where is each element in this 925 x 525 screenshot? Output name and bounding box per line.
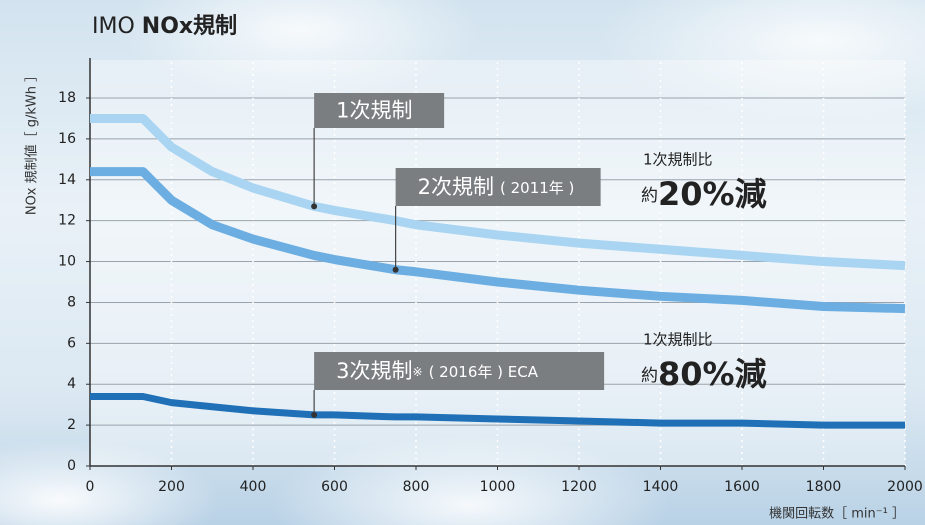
comparison-amount: 80%減 [658,355,767,393]
comparison-amount: 20%減 [658,175,767,213]
y-tick-label: 16 [58,131,76,147]
comparison-value: 約20%減 [641,175,767,213]
x-tick-label: 2000 [887,479,923,495]
callout-dot [392,266,399,273]
x-tick-label: 1800 [806,479,842,495]
x-tick-label: 1600 [724,479,760,495]
series-note: ( 2011年 ) [500,179,574,197]
x-tick-label: 200 [158,479,185,495]
y-tick-label: 18 [58,90,76,106]
y-tick-label: 14 [58,172,76,188]
callout-text: 1次規制 [336,99,412,123]
callout-dot [311,203,318,210]
x-tick-label: 1000 [480,479,516,495]
x-tick-label: 800 [403,479,430,495]
x-tick-label: 600 [321,479,348,495]
title-main: NOx規制 [142,14,237,39]
comparison-label: 1次規制比 [643,151,713,169]
series-mark: ※ [413,365,423,379]
series-note: ( 2016年 ) ECA [429,363,539,381]
comparison-prefix: 約 [641,366,658,386]
y-axis-label: NOx 規制値［ g/kWh ］ [24,69,40,215]
y-tick-label: 2 [67,417,76,433]
callout-box [314,352,605,390]
comparison-label: 1次規制比 [643,331,713,349]
y-tick-label: 4 [67,376,76,392]
x-tick-label: 400 [240,479,267,495]
y-tick-label: 10 [58,254,76,270]
y-tick-label: 8 [67,294,76,310]
comparison-value: 約80%減 [641,355,767,393]
x-axis-label: 機関回転数［ min⁻¹ ］ [769,507,905,522]
comparison-prefix: 約 [641,186,658,206]
chart-title: IMO NOx規制 [92,14,237,39]
title-prefix: IMO [92,14,135,39]
y-tick-label: 12 [58,213,76,229]
x-tick-label: 0 [86,479,95,495]
series-name: 3次規制 [336,359,412,383]
y-tick-label: 6 [67,335,76,351]
callout-box [395,168,601,206]
series-line [90,392,905,429]
series-name: 1次規制 [336,99,412,123]
series-name: 2次規制 [418,175,494,199]
x-tick-label: 1400 [643,479,679,495]
y-tick-label: 0 [67,458,76,474]
x-tick-label: 1200 [561,479,597,495]
callout-box [314,93,445,128]
callout-text: 2次規制 ( 2011年 ) [418,175,575,199]
callout-text: 3次規制※ ( 2016年 ) ECA [336,359,539,383]
callout-dot [311,411,318,418]
